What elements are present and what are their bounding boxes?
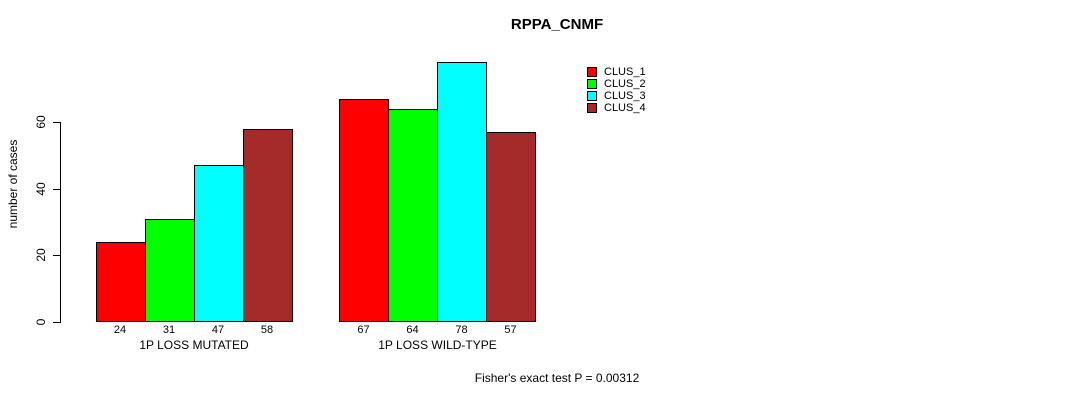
y-axis-tick bbox=[53, 255, 60, 257]
bar-value-label: 47 bbox=[211, 324, 225, 336]
bar-clus_3-group1 bbox=[193, 165, 244, 322]
bar-clus_4-group2 bbox=[486, 132, 536, 322]
legend-swatch-clus_3 bbox=[587, 91, 597, 101]
y-axis-line bbox=[60, 122, 61, 323]
bar-clus_2-group1 bbox=[144, 218, 195, 322]
y-axis-tick-label: 40 bbox=[33, 181, 48, 196]
y-axis-tick bbox=[53, 188, 60, 190]
chart-title: RPPA_CNMF bbox=[510, 16, 604, 33]
bar-value-label: 64 bbox=[406, 324, 419, 336]
bar-clus_1-group1 bbox=[95, 242, 146, 322]
legend-swatch-clus_2 bbox=[587, 79, 597, 89]
legend-label-clus_2: CLUS_2 bbox=[604, 78, 646, 90]
x-group-label: 1P LOSS MUTATED bbox=[139, 338, 249, 352]
bar-value-label: 31 bbox=[162, 324, 176, 336]
y-axis-tick bbox=[53, 322, 60, 323]
legend-label-clus_1: CLUS_1 bbox=[604, 66, 646, 78]
legend-swatch-clus_1 bbox=[587, 67, 597, 77]
y-axis-tick-label: 20 bbox=[33, 248, 48, 263]
bar-value-label: 24 bbox=[113, 324, 127, 336]
y-axis-tick-label: 60 bbox=[33, 115, 48, 129]
bar-clus_3-group2 bbox=[437, 62, 487, 322]
bar-clus_2-group2 bbox=[388, 108, 438, 322]
bar-value-label: 67 bbox=[357, 324, 370, 336]
y-axis-tick bbox=[53, 122, 60, 123]
fisher-test-annotation: Fisher's exact test P = 0.00312 bbox=[474, 371, 640, 385]
bar-clus_1-group2 bbox=[339, 98, 389, 322]
bar-clus_4-group1 bbox=[242, 128, 293, 322]
legend-swatch-clus_4 bbox=[587, 103, 597, 113]
legend-label-clus_4: CLUS_4 bbox=[604, 102, 646, 114]
bar-value-label: 78 bbox=[455, 324, 468, 336]
legend-label-clus_3: CLUS_3 bbox=[604, 90, 646, 102]
bar-value-label: 57 bbox=[504, 324, 517, 336]
bar-value-label: 58 bbox=[260, 324, 274, 336]
x-group-label: 1P LOSS WILD-TYPE bbox=[378, 338, 497, 352]
y-axis-tick-label: 0 bbox=[33, 318, 48, 326]
